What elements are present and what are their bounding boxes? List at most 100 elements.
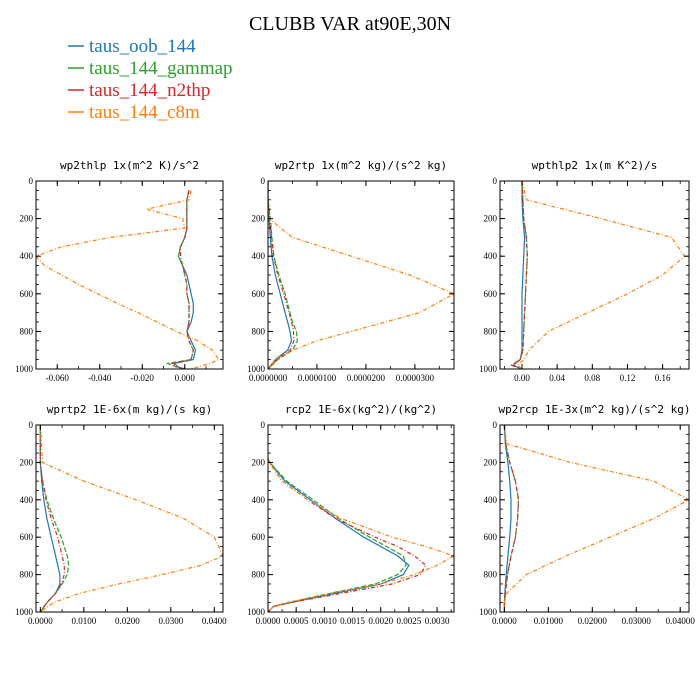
y-tick-label: 600 xyxy=(20,532,34,542)
series-line-taus_oob_144 xyxy=(39,425,61,612)
plot-frame xyxy=(35,424,224,613)
x-tick-label: 0.0015 xyxy=(340,616,365,626)
x-tick-label: 0.04 xyxy=(549,373,565,383)
y-tick-label: 1000 xyxy=(15,364,34,374)
series-line-taus_oob_144 xyxy=(268,458,410,612)
chart-panels: wp2thlp 1x(m^2 K)/s^2 0 200 400 600 800 1000 -0… xyxy=(15,159,695,626)
panel-title: rcp2 1E-6x(kg^2)/(kg^2) xyxy=(285,403,437,416)
y-tick-label: 400 xyxy=(20,495,34,505)
series-line-taus_144_gammap xyxy=(510,181,528,369)
y-tick-label: 1000 xyxy=(479,364,498,374)
x-tick-label: 0.03000 xyxy=(622,616,652,626)
series-line-taus_144_n2thp xyxy=(268,181,295,369)
panel-title: wp2rcp 1E-3x(m^2 kg)/(s^2 kg) xyxy=(498,403,690,416)
panel-title: wp2thlp 1x(m^2 K)/s^2 xyxy=(60,159,199,172)
series-line-taus_144_gammap xyxy=(39,425,70,612)
series-line-taus_144_n2thp xyxy=(503,425,520,612)
y-tick-label: 0 xyxy=(261,420,266,430)
legend-label-taus_oob_144: taus_oob_144 xyxy=(89,36,196,57)
y-tick-label: 200 xyxy=(484,457,498,467)
y-tick-label: 600 xyxy=(484,289,498,299)
y-tick-label: 600 xyxy=(252,289,266,299)
x-tick-label: 0.0400 xyxy=(202,616,227,626)
chart-panel-1: wp2thlp 1x(m^2 K)/s^2 0 200 400 600 800 1000 -0… xyxy=(15,159,224,383)
series-line-taus_144_c8m xyxy=(503,425,689,612)
y-tick-label: 1000 xyxy=(479,607,498,617)
x-tick-label: 0.02000 xyxy=(578,616,608,626)
y-tick-label: 1000 xyxy=(247,364,266,374)
series-line-taus_144_c8m xyxy=(516,181,686,369)
series-line-taus_144_gammap xyxy=(268,181,299,369)
y-tick-label: 0 xyxy=(493,176,498,186)
x-tick-label: 0.0000200 xyxy=(347,373,386,383)
x-tick-label: 0.01000 xyxy=(534,616,564,626)
plot-frame xyxy=(499,180,690,370)
y-tick-label: 400 xyxy=(252,251,266,261)
y-tick-label: 200 xyxy=(252,214,266,224)
figure-title: CLUBB VAR at90E,30N xyxy=(249,13,451,35)
series-line-taus_144_n2thp xyxy=(39,425,65,612)
chart-panel-6: wp2rcp 1E-3x(m^2 kg)/(s^2 kg)0 200 400 600 8… xyxy=(479,403,695,626)
panel-title: wp2rtp 1x(m^2 kg)/(s^2 kg) xyxy=(275,159,447,172)
y-tick-label: 400 xyxy=(484,495,498,505)
x-tick-label: 0.0300 xyxy=(158,616,183,626)
y-tick-label: 400 xyxy=(252,495,266,505)
panel-title: wprtp2 1E-6x(m kg)/(s kg) xyxy=(47,403,213,416)
x-tick-label: 0.0005 xyxy=(284,616,309,626)
y-tick-label: 800 xyxy=(484,570,498,580)
series-line-taus_144_c8m xyxy=(268,458,454,612)
plot-frame xyxy=(267,424,455,613)
chart-panel-4: wprtp2 1E-6x(m kg)/(s kg) 0 200 400 600 800 10… xyxy=(15,403,227,626)
series-line-taus_144_c8m xyxy=(39,425,223,612)
series-group xyxy=(36,190,220,369)
y-tick-label: 600 xyxy=(252,532,266,542)
y-tick-label: 200 xyxy=(252,457,266,467)
y-tick-label: 200 xyxy=(484,214,498,224)
x-tick-label: 0.00 xyxy=(514,373,530,383)
x-tick-label: 0.000 xyxy=(175,373,196,383)
plot-frame xyxy=(267,180,455,370)
legend-label-taus_144_gammap: taus_144_gammap xyxy=(89,58,233,79)
chart-panel-2: wp2rtp 1x(m^2 kg)/(s^2 kg) 0 200 400 600 800 1… xyxy=(247,159,455,383)
series-line-taus_144_n2thp xyxy=(511,181,528,369)
plot-frame xyxy=(499,424,690,613)
x-tick-label: 0.0000300 xyxy=(396,373,435,383)
x-tick-label: 0.0020 xyxy=(368,616,393,626)
x-tick-label: 0.04000 xyxy=(666,616,696,626)
x-tick-label: 0.16 xyxy=(655,373,671,383)
y-tick-label: 800 xyxy=(252,570,266,580)
legend-label-taus_144_c8m: taus_144_c8m xyxy=(89,102,200,123)
legend-label-taus_144_n2thp: taus_144_n2thp xyxy=(89,80,210,101)
x-tick-label: -0.020 xyxy=(131,373,155,383)
y-tick-label: 1000 xyxy=(247,607,266,617)
x-tick-label: 0.0030 xyxy=(425,616,450,626)
legend: taus_oob_144taus_144_gammaptaus_144_n2th… xyxy=(68,36,233,123)
x-tick-label: -0.060 xyxy=(46,373,70,383)
y-tick-label: 600 xyxy=(20,289,34,299)
y-tick-label: 200 xyxy=(20,214,34,224)
y-tick-label: 0 xyxy=(29,176,34,186)
y-tick-label: 800 xyxy=(20,326,34,336)
x-tick-label: 0.08 xyxy=(584,373,600,383)
series-line-taus_144_n2thp xyxy=(268,458,427,612)
series-group xyxy=(268,181,454,369)
y-tick-label: 800 xyxy=(484,326,498,336)
series-group xyxy=(39,425,223,612)
y-tick-label: 0 xyxy=(29,420,34,430)
series-line-taus_oob_144 xyxy=(268,181,293,369)
chart-panel-5: rcp2 1E-6x(kg^2)/(kg^2) 0 200 400 600 800 1000… xyxy=(247,403,455,626)
y-tick-label: 200 xyxy=(20,457,34,467)
y-tick-label: 0 xyxy=(493,420,498,430)
x-tick-label: 0.0100 xyxy=(71,616,96,626)
x-tick-label: 0.0000000 xyxy=(249,373,288,383)
x-tick-label: 0.0000 xyxy=(28,616,53,626)
y-tick-label: 600 xyxy=(484,532,498,542)
series-line-taus_144_c8m xyxy=(268,181,454,369)
x-tick-label: 0.0010 xyxy=(312,616,337,626)
y-tick-label: 1000 xyxy=(15,607,34,617)
series-line-taus_144_gammap xyxy=(268,458,407,612)
series-group xyxy=(510,181,686,369)
y-tick-label: 400 xyxy=(20,251,34,261)
x-tick-label: 0.0025 xyxy=(397,616,422,626)
